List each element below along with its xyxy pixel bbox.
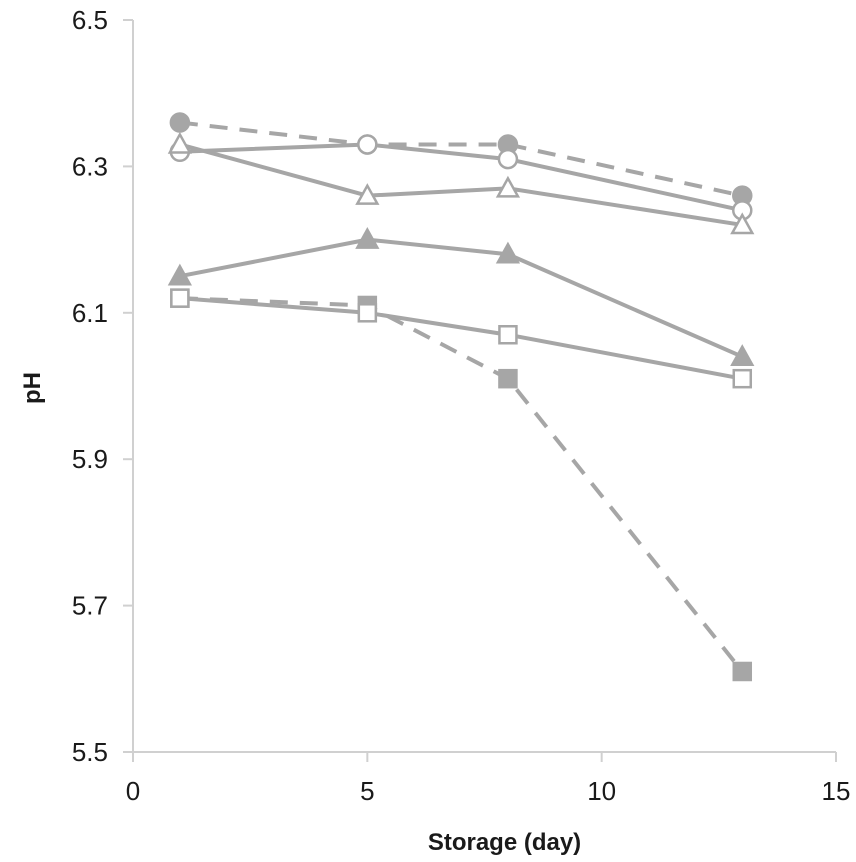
series-5-line — [179, 296, 744, 673]
series-6-point — [170, 288, 190, 308]
axes — [132, 20, 836, 753]
y-tick-label: 6.5 — [72, 5, 108, 35]
series-6-point — [498, 325, 518, 345]
series-6-point — [357, 303, 378, 323]
y-tick-label: 6.3 — [72, 151, 108, 181]
series-3-line — [179, 142, 743, 227]
series-layer — [167, 112, 755, 682]
series-3-point — [495, 175, 521, 198]
y-ticks: 5.5 5.7 5.9 6.1 6.3 6.5 — [72, 5, 133, 767]
y-tick-label: 5.9 — [72, 444, 108, 474]
y-tick-label: 6.1 — [72, 298, 108, 328]
series-2-line — [179, 142, 743, 213]
series-2-point — [357, 134, 378, 155]
x-tick-label: 10 — [587, 776, 616, 806]
x-axis-title: Storage (day) — [428, 829, 581, 856]
series-4-point — [355, 227, 380, 249]
series-6-point — [732, 368, 753, 389]
y-tick-label: 5.5 — [72, 737, 108, 767]
series-3-point — [167, 131, 192, 154]
series-4-point — [495, 241, 521, 264]
series-4-point — [167, 263, 192, 286]
series-2-point — [497, 148, 519, 170]
series-1-line — [179, 120, 743, 198]
x-tick-label: 0 — [126, 776, 140, 806]
x-tick-label: 15 — [822, 776, 851, 806]
y-tick-label: 5.7 — [72, 591, 108, 621]
series-3-point — [355, 183, 380, 205]
series-5-point — [732, 661, 753, 682]
series-1-point — [169, 112, 191, 133]
x-tick-label: 5 — [360, 776, 374, 806]
series-4-point — [730, 344, 755, 366]
series-6-line — [179, 296, 743, 381]
series-5-point — [498, 368, 518, 389]
series-4-line — [179, 237, 744, 359]
y-axis-title: pH — [19, 372, 46, 404]
x-ticks: 0 5 10 15 — [126, 752, 851, 806]
series-3-point — [730, 212, 755, 235]
